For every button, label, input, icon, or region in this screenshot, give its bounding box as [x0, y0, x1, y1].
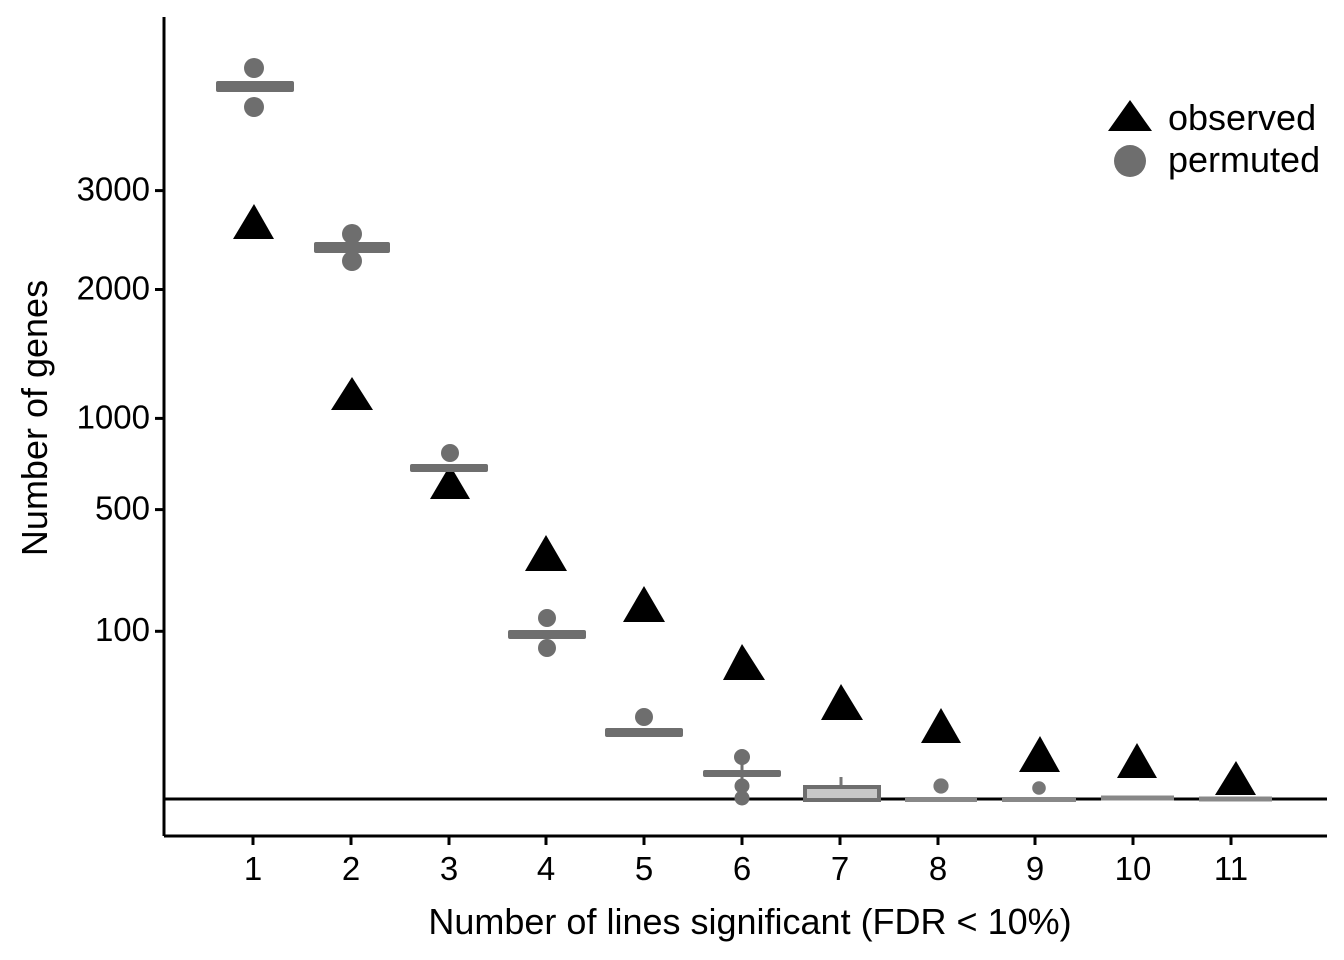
svg-text:500: 500: [95, 489, 150, 526]
svg-text:7: 7: [831, 850, 849, 887]
svg-text:6: 6: [733, 850, 751, 887]
svg-text:observed: observed: [1168, 97, 1316, 138]
svg-text:Number of lines significant (F: Number of lines significant (FDR < 10%): [428, 901, 1071, 942]
svg-text:8: 8: [929, 850, 947, 887]
svg-text:9: 9: [1026, 850, 1044, 887]
svg-text:Number of genes: Number of genes: [14, 280, 55, 556]
svg-text:4: 4: [537, 850, 555, 887]
svg-text:5: 5: [635, 850, 653, 887]
svg-text:permuted: permuted: [1168, 139, 1320, 180]
svg-text:3: 3: [440, 850, 458, 887]
svg-text:3000: 3000: [77, 171, 150, 208]
svg-text:10: 10: [1115, 850, 1152, 887]
svg-text:2000: 2000: [77, 269, 150, 306]
svg-text:1: 1: [244, 850, 262, 887]
svg-text:2: 2: [342, 850, 360, 887]
svg-text:1000: 1000: [77, 398, 150, 435]
svg-text:11: 11: [1214, 850, 1248, 887]
svg-text:100: 100: [95, 611, 150, 648]
